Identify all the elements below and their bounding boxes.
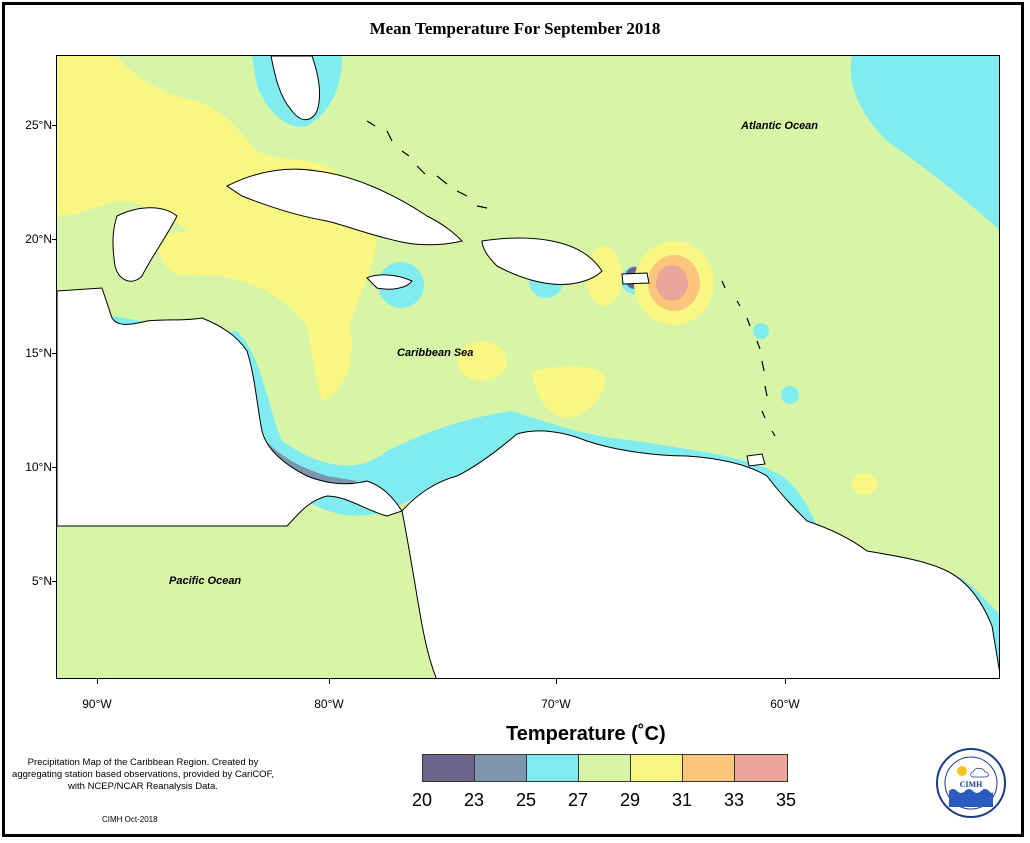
y-tick-label-10n: 10°N <box>25 460 52 474</box>
legend-value-31: 31 <box>671 790 693 810</box>
land-cuba <box>226 168 463 246</box>
land-yucatan <box>112 207 178 282</box>
y-tick-5 <box>52 581 57 582</box>
map-title: Mean Temperature For September 2018 <box>369 19 661 38</box>
x-tick-label-90w: 90°W <box>82 697 112 711</box>
legend-value-27: 27 <box>567 790 589 810</box>
credit-text: Precipitation Map of the Caribbean Regio… <box>12 757 274 792</box>
legend-swatch-23-25 <box>475 755 527 781</box>
y-tick-10 <box>52 467 57 468</box>
y-tick-25 <box>52 125 57 126</box>
x-tick-80 <box>329 679 330 684</box>
zone-dr-yellow <box>586 246 622 306</box>
legend-swatch-33-35 <box>735 755 787 781</box>
legend-swatch-29-31 <box>631 755 683 781</box>
legend-value-29: 29 <box>619 790 641 810</box>
svg-text:CIMH: CIMH <box>960 780 983 789</box>
zone-pr-pink <box>656 265 688 301</box>
credit-date: CIMH Oct-2018 <box>102 815 158 824</box>
water-icon <box>949 789 993 807</box>
x-tick-label-80w: 80°W <box>314 697 344 711</box>
label-caribbean-sea: Caribbean Sea <box>397 347 474 359</box>
legend-swatch-25-27 <box>527 755 579 781</box>
land-lesser-antilles <box>721 280 776 437</box>
x-tick-label-70w: 70°W <box>541 697 571 711</box>
zone-cuba-yellow <box>157 230 352 396</box>
zone-lesser-cyan-1 <box>753 323 769 339</box>
land-puerto-rico <box>621 272 650 285</box>
land-bahamas <box>366 120 488 209</box>
label-atlantic-ocean: Atlantic Ocean <box>741 120 819 132</box>
cloud-icon <box>970 767 989 778</box>
legend-value-35: 35 <box>775 790 797 810</box>
land-central-america <box>57 287 403 527</box>
zone-lesser-cyan-2 <box>781 386 799 404</box>
land-hispaniola <box>481 237 603 285</box>
zone-cs-yellow <box>457 341 507 381</box>
zone-atlantic-cyan <box>850 56 999 230</box>
y-tick-label-20n: 20°N <box>25 232 52 246</box>
y-tick-label-5n: 5°N <box>31 574 52 588</box>
land-florida <box>270 56 320 121</box>
legend-value-20: 20 <box>411 790 433 810</box>
map-panel[interactable]: Atlantic Ocean Caribbean Sea Pacific Oce… <box>56 55 1000 679</box>
legend-swatch-27-29 <box>579 755 631 781</box>
legend-colorbar <box>422 754 788 782</box>
legend-swatch-31-33 <box>683 755 735 781</box>
x-tick-label-60w: 60°W <box>770 697 800 711</box>
land-trinidad <box>746 453 766 467</box>
legend-value-23: 23 <box>463 790 485 810</box>
x-tick-90 <box>97 679 98 684</box>
y-tick-label-15n: 15°N <box>25 346 52 360</box>
land-south-america <box>401 430 999 678</box>
y-tick-20 <box>52 239 57 240</box>
label-pacific-ocean: Pacific Ocean <box>169 575 242 587</box>
zone-atlantic-yellow <box>852 473 878 495</box>
legend-value-25: 25 <box>515 790 537 810</box>
cimh-logo: CIMH <box>935 747 1007 819</box>
sun-icon <box>957 766 967 776</box>
legend-value-33: 33 <box>723 790 745 810</box>
legend-title: Temperature (˚C) <box>506 723 666 745</box>
x-tick-70 <box>556 679 557 684</box>
temperature-map <box>57 56 999 678</box>
x-tick-60 <box>785 679 786 684</box>
y-tick-15 <box>52 353 57 354</box>
land-jamaica <box>366 274 413 290</box>
zone-south-yellow <box>532 366 606 418</box>
legend-swatch-20-23 <box>423 755 475 781</box>
y-tick-label-25n: 25°N <box>25 118 52 132</box>
zone-central-yellow <box>57 56 377 401</box>
